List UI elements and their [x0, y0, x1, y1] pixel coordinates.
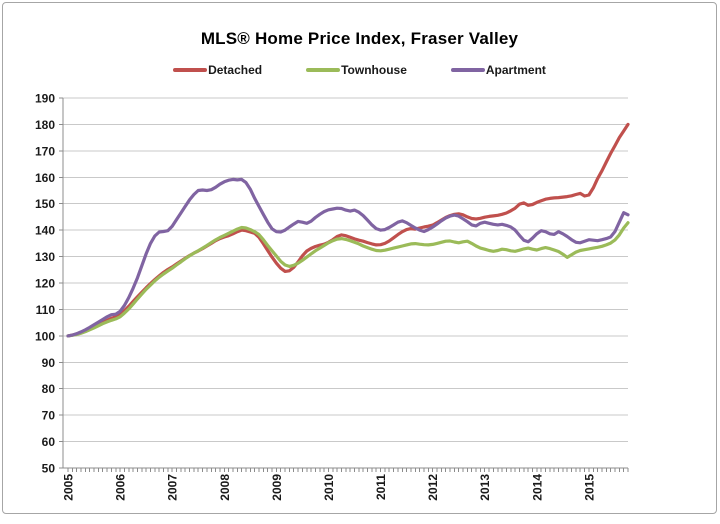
y-tick-label: 170 [35, 144, 55, 158]
x-tick-label: 2007 [166, 474, 180, 501]
chart-title: MLS® Home Price Index, Fraser Valley [200, 29, 519, 48]
townhouse-line-swatch [306, 68, 341, 72]
legend-label-townhouse: Townhouse [341, 63, 407, 77]
x-tick-label: 2013 [478, 474, 492, 501]
chart-legend: Detached Townhouse Apartment [3, 63, 716, 77]
legend-item-detached: Detached [173, 63, 262, 77]
y-tick-label: 120 [35, 277, 55, 291]
series-line-apartment [66, 177, 630, 338]
series-line-townhouse [66, 221, 630, 338]
y-tick-label: 80 [42, 382, 56, 396]
y-tick-label: 60 [42, 435, 56, 449]
plot-area: 190 180 170 160 150 140 130 120 110 100 90 80 70 60 50… [35, 92, 630, 501]
x-tick-label: 2014 [530, 474, 544, 501]
y-tick-label: 160 [35, 171, 55, 185]
gridlines [63, 97, 628, 443]
y-axis-ticks: 190 180 170 160 150 140 130 120 110 100 90 80 70 60 50 [35, 92, 63, 476]
apartment-line-swatch [450, 68, 485, 72]
x-axis-ticks: 2005 2006 2007 2008 2009 2010 2011 2012 2013 2014… [62, 468, 629, 501]
y-tick-label: 150 [35, 197, 55, 211]
legend-label-apartment: Apartment [485, 63, 546, 77]
x-tick-label: 2006 [114, 474, 128, 501]
legend-item-townhouse: Townhouse [306, 63, 407, 77]
y-tick-label: 130 [35, 250, 55, 264]
x-tick-label: 2015 [582, 474, 596, 501]
y-tick-label: 100 [35, 329, 55, 343]
y-tick-label: 50 [42, 462, 56, 476]
chart-card: MLS® Home Price Index, Fraser Valley Det… [2, 2, 717, 514]
legend-item-apartment: Apartment [450, 63, 546, 77]
legend-label-detached: Detached [208, 63, 263, 77]
y-tick-label: 110 [36, 303, 56, 317]
x-tick-label: 2005 [62, 474, 76, 501]
y-tick-label: 190 [35, 92, 55, 106]
x-tick-label: 2012 [426, 474, 440, 501]
x-tick-label: 2009 [270, 474, 284, 501]
x-tick-label: 2010 [322, 474, 336, 501]
y-tick-label: 180 [35, 118, 55, 132]
y-tick-label: 90 [42, 356, 56, 370]
y-tick-label: 70 [42, 409, 56, 423]
y-tick-label: 140 [35, 224, 55, 238]
detached-line-swatch [173, 68, 208, 72]
x-tick-label: 2011 [374, 474, 388, 500]
x-tick-label: 2008 [218, 474, 232, 501]
